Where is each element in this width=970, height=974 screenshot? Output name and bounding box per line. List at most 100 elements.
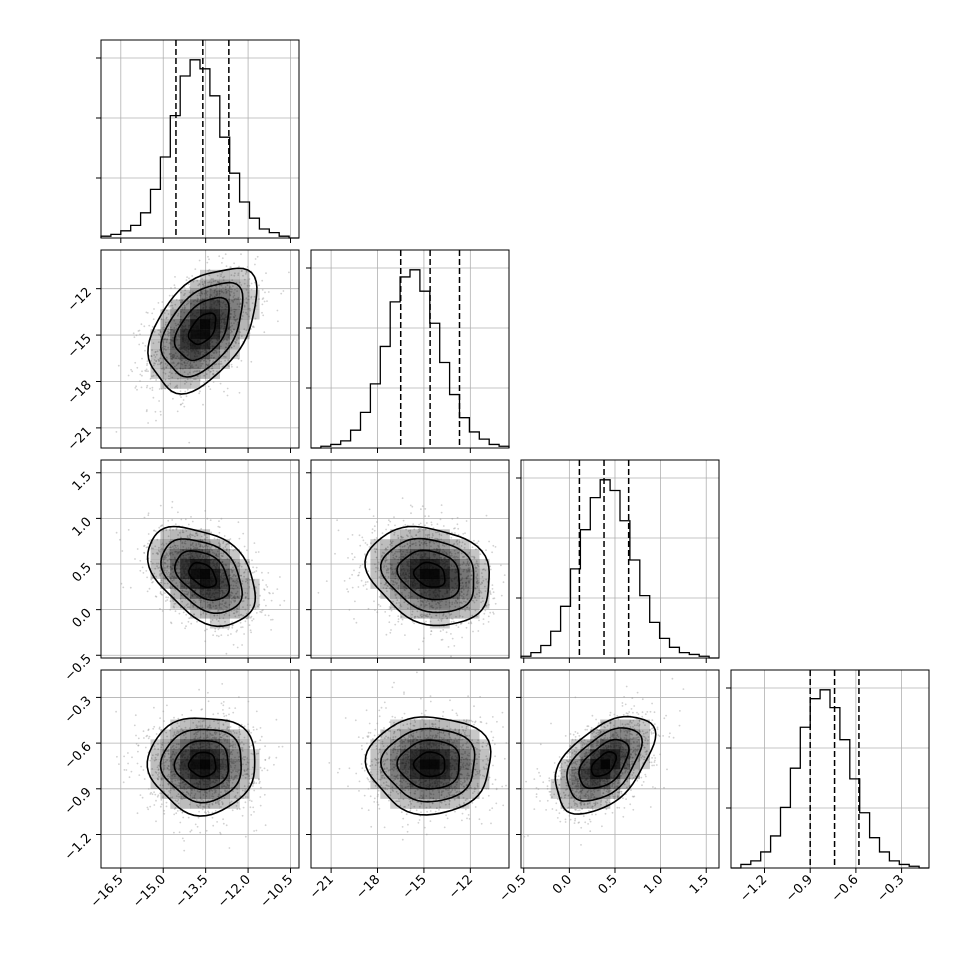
scatter-point bbox=[347, 538, 349, 540]
scatter-point bbox=[227, 388, 229, 390]
scatter-point bbox=[388, 524, 390, 526]
scatter-point bbox=[468, 622, 470, 624]
scatter-point bbox=[489, 592, 491, 594]
scatter-point bbox=[373, 600, 375, 602]
scatter-point bbox=[238, 266, 240, 268]
scatter-point bbox=[385, 529, 387, 531]
scatter-point bbox=[149, 388, 151, 390]
scatter-point bbox=[214, 538, 216, 540]
scatter-point bbox=[412, 523, 414, 525]
scatter-point bbox=[430, 630, 432, 632]
density-cell bbox=[230, 589, 240, 599]
scatter-point bbox=[166, 806, 168, 808]
y-tick-label: −12 bbox=[65, 285, 95, 315]
scatter-point bbox=[495, 546, 497, 548]
scatter-point bbox=[359, 567, 361, 569]
scatter-point bbox=[123, 756, 125, 758]
scatter-point bbox=[476, 542, 478, 544]
scatter-point bbox=[155, 411, 157, 413]
scatter-point bbox=[219, 526, 221, 528]
scatter-point bbox=[252, 572, 254, 574]
scatter-point bbox=[253, 618, 255, 620]
scatter-point bbox=[353, 570, 355, 572]
scatter-point bbox=[190, 516, 192, 518]
scatter-point bbox=[440, 519, 442, 521]
scatter-point bbox=[155, 420, 157, 422]
scatter-point bbox=[171, 519, 173, 521]
scatter-point bbox=[148, 540, 150, 542]
scatter-point bbox=[424, 525, 426, 527]
density-cell bbox=[410, 539, 420, 549]
scatter-point bbox=[152, 387, 154, 389]
scatter-point bbox=[272, 619, 274, 621]
scatter-point bbox=[166, 599, 168, 601]
scatter-point bbox=[488, 541, 490, 543]
scatter-point bbox=[175, 523, 177, 525]
scatter-point bbox=[403, 520, 405, 522]
density-cell bbox=[240, 319, 250, 329]
scatter-point bbox=[358, 572, 360, 574]
scatter-point bbox=[358, 586, 360, 588]
scatter-point bbox=[183, 612, 185, 614]
scatter-point bbox=[160, 414, 162, 416]
scatter-point bbox=[148, 325, 150, 327]
scatter-point bbox=[212, 634, 214, 636]
scatter-point bbox=[462, 533, 464, 535]
scatter-point bbox=[504, 574, 506, 576]
scatter-point bbox=[402, 619, 404, 621]
scatter-point bbox=[239, 538, 241, 540]
scatter-point bbox=[214, 631, 216, 633]
scatter-point bbox=[141, 375, 143, 377]
density-cell bbox=[230, 270, 240, 280]
scatter-point bbox=[218, 255, 220, 257]
scatter-point bbox=[268, 615, 270, 617]
scatter-point bbox=[253, 790, 255, 792]
scatter-point bbox=[139, 334, 141, 336]
scatter-point bbox=[374, 609, 376, 611]
histogram-step bbox=[731, 690, 929, 868]
scatter-point bbox=[147, 360, 149, 362]
scatter-point bbox=[251, 620, 253, 622]
scatter-point bbox=[359, 545, 361, 547]
scatter-point bbox=[344, 580, 346, 582]
density-cell bbox=[400, 529, 410, 539]
density-cell bbox=[180, 539, 190, 549]
density-cell bbox=[460, 589, 470, 599]
scatter-point bbox=[188, 284, 190, 286]
scatter-point bbox=[164, 592, 166, 594]
scatter-point bbox=[279, 576, 281, 578]
scatter-point bbox=[232, 712, 234, 714]
axes-frame bbox=[101, 40, 299, 238]
scatter-point bbox=[386, 634, 388, 636]
scatter-point bbox=[151, 313, 153, 315]
scatter-point bbox=[242, 533, 244, 535]
scatter-point bbox=[208, 386, 210, 388]
scatter-point bbox=[208, 258, 210, 260]
hist-panel-2 bbox=[516, 460, 719, 663]
scatter-point bbox=[143, 552, 145, 554]
y-tick-label: −18 bbox=[65, 378, 95, 408]
scatter-point bbox=[473, 540, 475, 542]
scatter-point bbox=[236, 366, 238, 368]
scatter-point bbox=[202, 404, 204, 406]
scatter-point bbox=[160, 593, 162, 595]
scatter-point bbox=[262, 609, 264, 611]
density-cell bbox=[180, 559, 190, 569]
scatter-point bbox=[165, 600, 167, 602]
scatter-point bbox=[167, 520, 169, 522]
density-panel-3-0: −16.5−15.0−13.5−12.0−10.5−1.2−0.9−0.6−0.… bbox=[62, 670, 299, 911]
scatter-point bbox=[153, 308, 155, 310]
scatter-point bbox=[169, 295, 171, 297]
scatter-point bbox=[361, 580, 363, 582]
scatter-point bbox=[418, 524, 420, 526]
scatter-point bbox=[179, 831, 181, 833]
scatter-point bbox=[262, 579, 264, 581]
scatter-point bbox=[242, 626, 244, 628]
histogram-step bbox=[101, 60, 299, 238]
scatter-point bbox=[163, 813, 165, 815]
density-cell bbox=[430, 589, 440, 599]
scatter-point bbox=[478, 620, 480, 622]
scatter-point bbox=[233, 262, 235, 264]
scatter-point bbox=[208, 700, 210, 702]
density-cell bbox=[420, 539, 430, 549]
